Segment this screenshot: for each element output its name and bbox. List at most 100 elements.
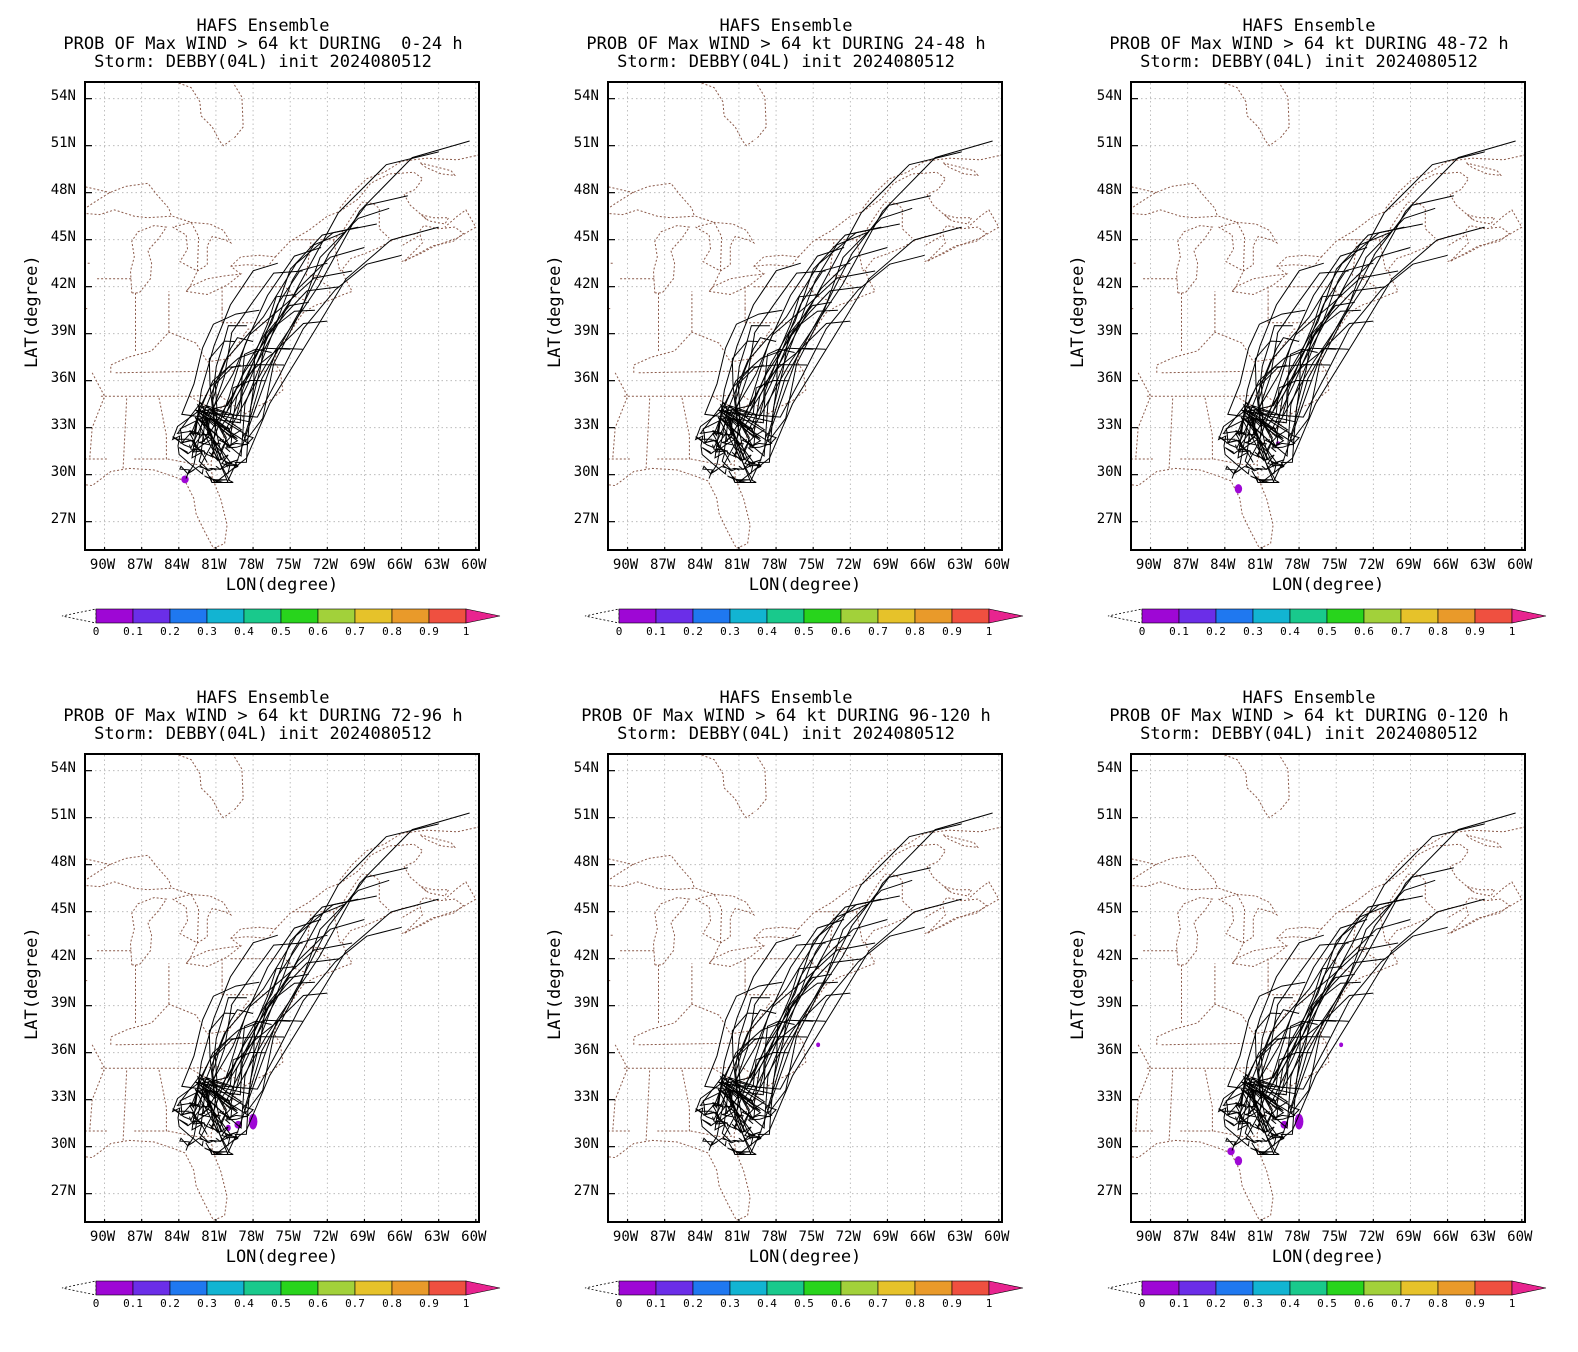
map-canvas (1132, 755, 1524, 1221)
colorbar-segment (1474, 608, 1513, 624)
x-tick-label: 81W (1247, 1229, 1273, 1245)
colorbar (1106, 607, 1556, 629)
colorbar-segment (1289, 608, 1328, 624)
ensemble-track (1244, 942, 1349, 1118)
y-tick-label: 48N (1096, 853, 1122, 870)
x-tick-label: 87W (650, 1229, 676, 1245)
y-tick-label: 45N (1096, 900, 1122, 917)
y-tick-label: 33N (1096, 1088, 1122, 1105)
colorbar-label: 0.1 (123, 1297, 143, 1310)
ensemble-track (733, 337, 777, 456)
colorbar-segment (1289, 1280, 1328, 1296)
coastline (1156, 328, 1306, 373)
coastline (723, 115, 756, 147)
ensemble-tracks (1217, 812, 1516, 1156)
coastline (178, 755, 202, 788)
coastline (695, 893, 756, 944)
y-tick-label: 36N (50, 369, 76, 386)
x-tick-label: 75W (1321, 1229, 1347, 1245)
coastline (1135, 372, 1152, 460)
colorbar-segment (951, 1280, 990, 1296)
colorbar-segment (243, 1280, 282, 1296)
panel-title-line-3: Storm: DEBBY(04L) init 2024080512 (1140, 52, 1478, 72)
ensemble-track (729, 309, 838, 448)
ensemble-track (210, 1009, 254, 1128)
colorbar-label: 0.7 (868, 625, 888, 638)
coastline (89, 372, 106, 460)
colorbar-over-triangle (1511, 1280, 1547, 1296)
colorbar-segment (1363, 608, 1402, 624)
colorbar-segment (655, 608, 694, 624)
coastline (708, 945, 766, 968)
colorbar-segment (692, 608, 731, 624)
x-axis-title: LON(degree) (225, 1247, 339, 1267)
coastline (1132, 858, 1157, 866)
coastline (609, 225, 988, 549)
colorbar-segment (280, 608, 319, 624)
coastline (652, 897, 691, 966)
colorbar-segment (1178, 1280, 1217, 1296)
probability-patch (1339, 1042, 1344, 1048)
coastline (1224, 83, 1248, 116)
coastline (1161, 370, 1327, 374)
coastline (609, 182, 696, 219)
colorbar (583, 1279, 1033, 1301)
ensemble-track (1251, 1036, 1287, 1155)
x-tick-label: 72W (312, 557, 338, 573)
colorbar-segment (729, 1280, 768, 1296)
coastline (185, 945, 243, 968)
y-tick-label: 54N (50, 87, 76, 104)
coastline (1218, 215, 1246, 292)
colorbar-label: 0.3 (197, 1297, 217, 1310)
y-tick-label: 45N (573, 900, 599, 917)
ensemble-track (205, 992, 328, 1155)
x-tick-label: 66W (909, 557, 936, 573)
y-tick-label: 42N (1096, 947, 1122, 964)
coastline (1266, 308, 1269, 323)
coastline (1379, 911, 1389, 944)
x-tick-label: 78W (238, 557, 264, 573)
colorbar-label: 0.2 (1206, 1297, 1226, 1310)
colorbar-segment (132, 1280, 171, 1296)
colorbar-label: 0.1 (123, 625, 143, 638)
map-panel: HAFS Ensemble PROB OF Max WIND > 64 kt DU… (523, 672, 1049, 1348)
coastline (862, 843, 950, 892)
map-panel: HAFS Ensemble PROB OF Max WIND > 64 kt DU… (523, 0, 1049, 676)
colorbar-segment (803, 1280, 842, 1296)
colorbar-label: 0.6 (1354, 1297, 1374, 1310)
coastline (86, 897, 465, 1221)
ensemble-track (1243, 1051, 1312, 1143)
ensemble-track (722, 247, 845, 472)
coastline (129, 897, 168, 966)
axis-ticks (1132, 770, 1523, 1221)
x-tick-label: 75W (798, 557, 824, 573)
x-tick-label: 72W (1358, 1229, 1384, 1245)
colorbar-segment (1326, 1280, 1365, 1296)
ensemble-track (1243, 379, 1312, 471)
ensemble-track (210, 337, 254, 456)
map-plot-area (1130, 753, 1526, 1223)
coastline (612, 1044, 629, 1132)
colorbar-label: 0.2 (683, 1297, 703, 1310)
coastline (1276, 926, 1323, 939)
map-canvas (86, 755, 478, 1221)
colorbar-segment (354, 608, 393, 624)
coastline (832, 275, 854, 298)
y-tick-label: 36N (1096, 1041, 1122, 1058)
colorbar-under-triangle (584, 1280, 620, 1296)
colorbar-segment (1215, 608, 1254, 624)
coastline (723, 787, 756, 819)
y-tick-label: 27N (1096, 510, 1122, 527)
colorbar-label: 0.9 (419, 1297, 439, 1310)
y-tick-label: 39N (573, 994, 599, 1011)
colorbar-label: 0.8 (1428, 625, 1448, 638)
coastline (230, 254, 277, 267)
colorbar-over-triangle (988, 1280, 1024, 1296)
y-tick-label: 39N (50, 322, 76, 339)
x-tick-label: 69W (872, 557, 899, 573)
colorbar (1106, 1279, 1556, 1301)
y-tick-label: 33N (50, 1088, 76, 1105)
x-tick-label: 60W (1507, 1229, 1533, 1245)
probability-patch (1227, 1147, 1235, 1156)
colorbar-segment (280, 1280, 319, 1296)
